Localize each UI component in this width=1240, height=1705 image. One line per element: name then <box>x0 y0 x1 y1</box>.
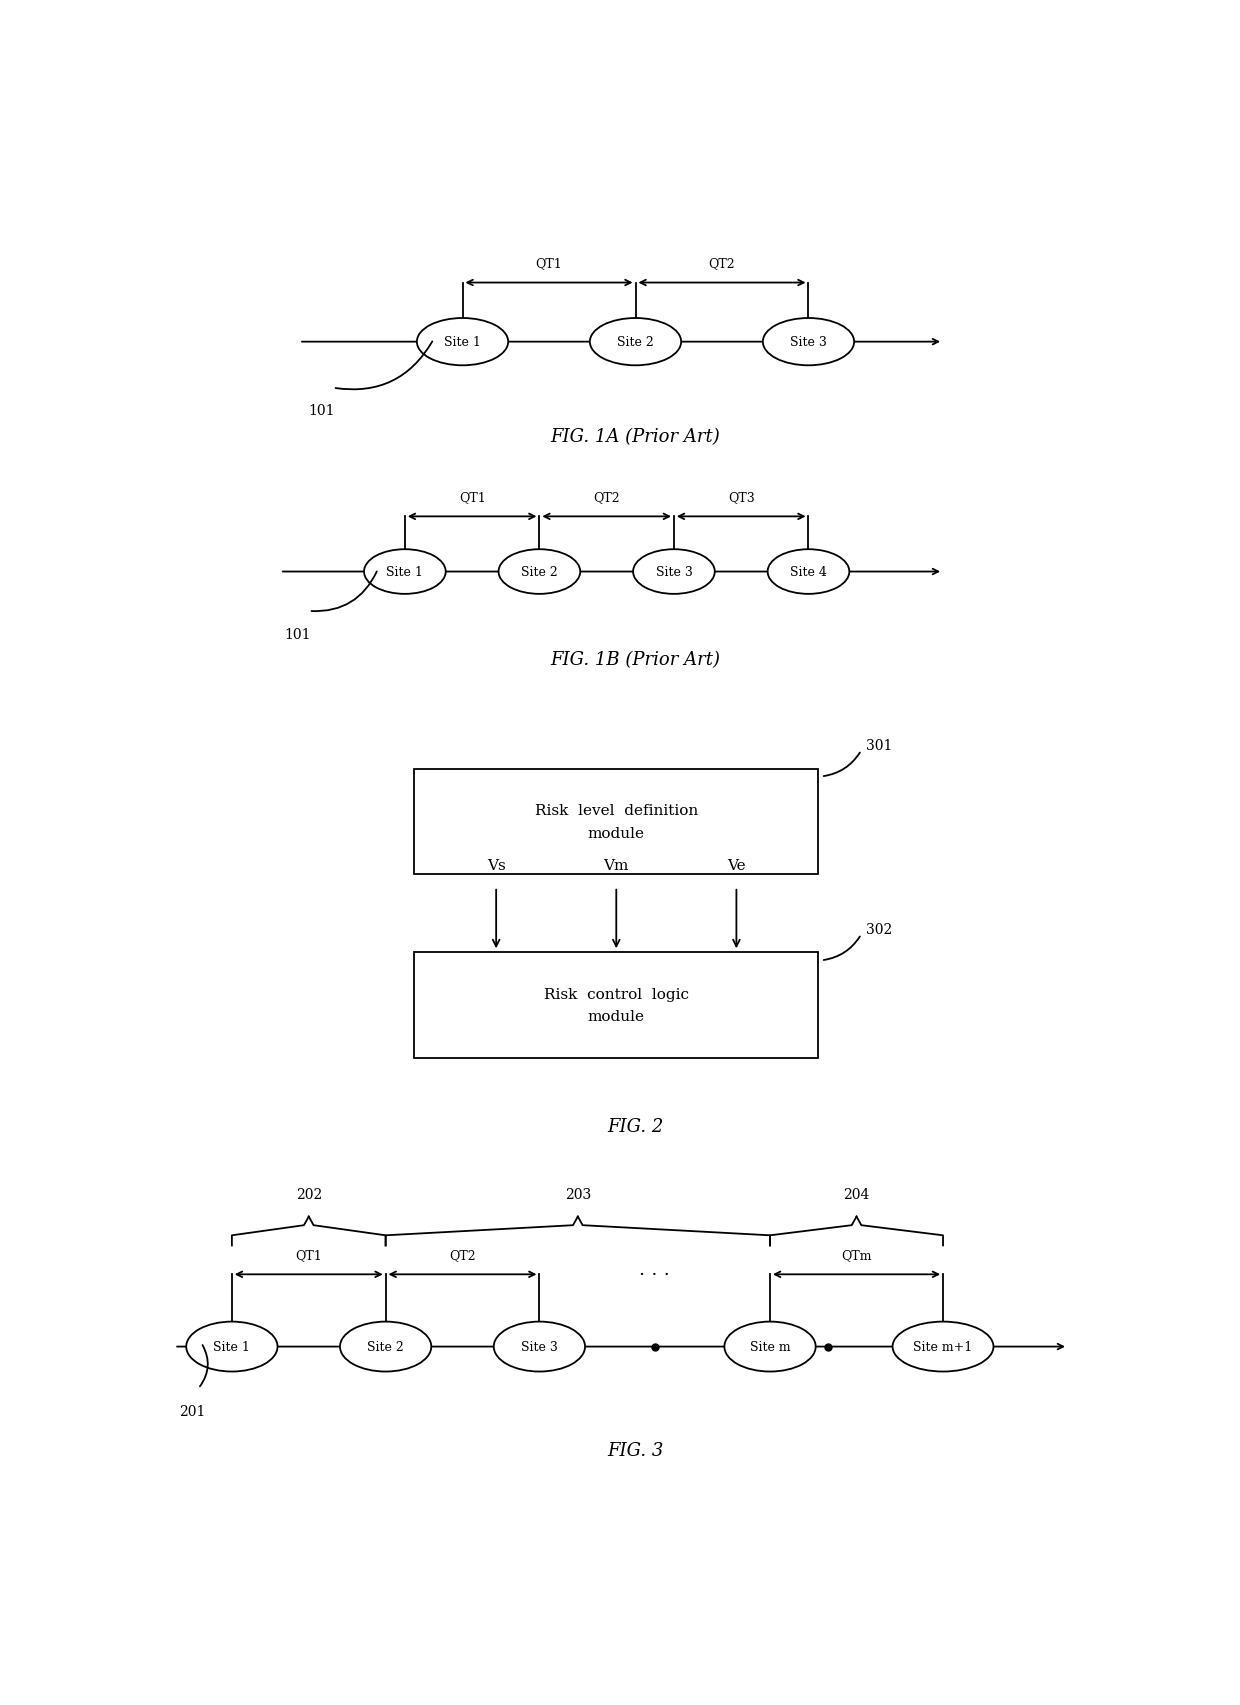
Text: 302: 302 <box>866 922 893 936</box>
Text: Ve: Ve <box>727 859 745 873</box>
Ellipse shape <box>186 1321 278 1373</box>
Text: Site 1: Site 1 <box>387 566 423 578</box>
Ellipse shape <box>724 1321 816 1373</box>
Ellipse shape <box>768 551 849 595</box>
Text: FIG. 1A (Prior Art): FIG. 1A (Prior Art) <box>551 428 720 445</box>
Text: Site m+1: Site m+1 <box>914 1340 972 1354</box>
Ellipse shape <box>498 551 580 595</box>
Text: · · ·: · · · <box>640 1265 670 1284</box>
Text: Site 4: Site 4 <box>790 566 827 578</box>
Text: Site 2: Site 2 <box>367 1340 404 1354</box>
Text: 101: 101 <box>309 404 335 418</box>
Text: QT3: QT3 <box>728 491 755 505</box>
Text: QT2: QT2 <box>709 257 735 271</box>
Text: Risk  control  logic
module: Risk control logic module <box>544 987 688 1023</box>
FancyBboxPatch shape <box>414 769 818 875</box>
Text: Vm: Vm <box>604 859 629 873</box>
Text: FIG. 2: FIG. 2 <box>608 1117 663 1136</box>
Text: Risk  level  definition
module: Risk level definition module <box>534 803 698 841</box>
Text: 301: 301 <box>866 738 893 752</box>
Text: QT1: QT1 <box>459 491 486 505</box>
Text: Site 1: Site 1 <box>444 336 481 350</box>
Ellipse shape <box>340 1321 432 1373</box>
Text: Site 3: Site 3 <box>656 566 692 578</box>
Text: QTm: QTm <box>841 1248 872 1262</box>
Ellipse shape <box>763 319 854 367</box>
Ellipse shape <box>590 319 681 367</box>
Text: Site 2: Site 2 <box>521 566 558 578</box>
Text: 201: 201 <box>179 1405 206 1419</box>
Ellipse shape <box>634 551 714 595</box>
Text: FIG. 3: FIG. 3 <box>608 1441 663 1459</box>
Ellipse shape <box>893 1321 993 1373</box>
Ellipse shape <box>417 319 508 367</box>
Text: Site 3: Site 3 <box>790 336 827 350</box>
Ellipse shape <box>494 1321 585 1373</box>
Text: 204: 204 <box>843 1187 869 1200</box>
Text: Vs: Vs <box>487 859 506 873</box>
Text: QT2: QT2 <box>449 1248 476 1262</box>
Text: QT1: QT1 <box>536 257 563 271</box>
Text: QT2: QT2 <box>594 491 620 505</box>
Text: QT1: QT1 <box>295 1248 322 1262</box>
Text: Site 3: Site 3 <box>521 1340 558 1354</box>
Text: 202: 202 <box>295 1187 322 1200</box>
Ellipse shape <box>365 551 445 595</box>
Text: 203: 203 <box>564 1187 591 1200</box>
Text: FIG. 1B (Prior Art): FIG. 1B (Prior Art) <box>551 651 720 668</box>
Text: Site 2: Site 2 <box>618 336 653 350</box>
Text: Site m: Site m <box>750 1340 790 1354</box>
Text: 101: 101 <box>285 627 311 641</box>
FancyBboxPatch shape <box>414 953 818 1057</box>
Text: Site 1: Site 1 <box>213 1340 250 1354</box>
